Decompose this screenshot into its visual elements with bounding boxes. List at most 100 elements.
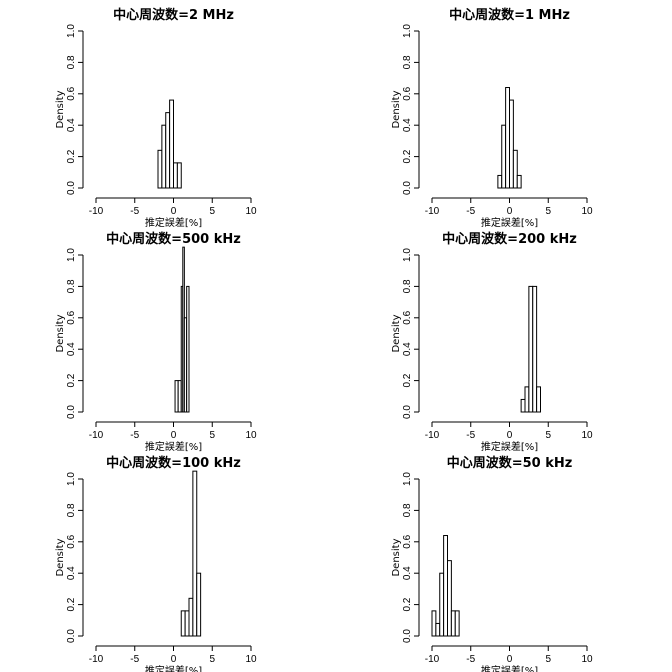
y-tick-label: 0.8 (66, 503, 77, 517)
y-tick-label: 0.4 (402, 566, 413, 580)
histogram-bar (450, 610, 456, 637)
x-axis-label: 推定誤差[%] (145, 216, 202, 229)
y-axis-label: Density (391, 538, 402, 576)
histogram-bar (169, 99, 174, 189)
histogram-bar (447, 560, 452, 637)
y-tick-label: 0.8 (402, 503, 413, 517)
x-tick-label: 5 (545, 206, 551, 217)
histogram-bar (528, 285, 534, 413)
y-tick-label: 0.6 (66, 310, 77, 324)
y-tick-label: 0.4 (66, 566, 77, 580)
histogram-bar (431, 610, 437, 637)
x-axis-label: 推定誤差[%] (481, 664, 538, 672)
panel-title: 中心周波数=200 kHz (442, 231, 577, 247)
x-tick-label: -10 (89, 654, 104, 665)
x-axis-label: 推定誤差[%] (481, 216, 538, 229)
x-tick-label: 0 (171, 654, 177, 665)
histogram-panel-1: 中心周波数=2 MHz -10 -5 0 5 10 推定誤差[%] 0.0 0.2 0.4 0.6 0… (55, 7, 257, 229)
histogram-bar (196, 572, 202, 637)
x-tick-label: 0 (507, 654, 513, 665)
x-tick-label: -5 (466, 654, 475, 665)
y-axis-label: Density (55, 538, 66, 576)
y-tick-label: 1.0 (66, 472, 77, 486)
x-tick-label: -10 (89, 430, 104, 441)
x-tick-label: -5 (466, 430, 475, 441)
x-tick-label: -10 (425, 206, 440, 217)
y-tick-label: 1.0 (402, 472, 413, 486)
histogram-bar (536, 386, 541, 413)
y-tick-label: 1.0 (66, 248, 77, 262)
x-axis-label: 推定誤差[%] (145, 664, 202, 672)
x-axis-label: 推定誤差[%] (145, 440, 202, 453)
histogram-bar (176, 162, 182, 189)
y-tick-label: 0.8 (66, 279, 77, 293)
y-tick-label: 1.0 (66, 24, 77, 38)
histogram-bar (532, 285, 538, 413)
histogram-panel-3: 中心周波数=500 kHz -10 -5 0 5 10 推定誤差[%] 0.0 0.2 0.4 0.… (55, 231, 257, 453)
histogram-bar (443, 535, 448, 637)
y-tick-label: 0.6 (66, 86, 77, 100)
x-tick-label: -5 (130, 430, 139, 441)
histogram-bar (165, 112, 171, 189)
y-tick-label: 0.2 (66, 149, 77, 163)
x-tick-label: 10 (581, 430, 593, 441)
y-tick-label: 1.0 (402, 248, 413, 262)
histogram-bar (512, 149, 518, 189)
histogram-bar (435, 622, 441, 637)
y-axis-label: Density (391, 90, 402, 128)
histogram-bar (192, 470, 198, 637)
x-tick-label: 0 (507, 430, 513, 441)
histogram-panel-2: 中心周波数=1 MHz -10 -5 0 5 10 推定誤差[%] 0.0 0.2 0.4 0.6 0… (391, 7, 593, 229)
histogram-bar (520, 398, 526, 413)
x-tick-label: 10 (581, 654, 593, 665)
histogram-bar (439, 572, 445, 637)
histogram-bar (454, 610, 460, 637)
histogram-bar (157, 149, 163, 189)
y-tick-label: 0.2 (402, 597, 413, 611)
y-tick-label: 0.8 (402, 279, 413, 293)
x-tick-label: 0 (171, 430, 177, 441)
x-tick-label: 5 (209, 206, 215, 217)
histogram-bar (501, 124, 507, 189)
y-tick-label: 0.4 (66, 342, 77, 356)
x-axis-label: 推定誤差[%] (481, 440, 538, 453)
panel-title: 中心周波数=2 MHz (113, 7, 234, 23)
panel-title: 中心周波数=100 kHz (106, 455, 241, 471)
y-tick-label: 0.8 (402, 55, 413, 69)
y-tick-label: 0.0 (402, 629, 413, 643)
x-tick-label: -10 (425, 654, 440, 665)
histogram-bar (509, 99, 514, 189)
y-axis-label: Density (55, 90, 66, 128)
x-tick-label: -5 (130, 206, 139, 217)
y-tick-label: 0.2 (402, 149, 413, 163)
y-tick-label: 0.8 (66, 55, 77, 69)
y-tick-label: 0.0 (66, 405, 77, 419)
histogram-panel-6: 中心周波数=50 kHz -10 -5 0 5 10 推定誤差[%] 0.0 0.2 0.4 0.6… (391, 455, 593, 672)
x-tick-label: 0 (507, 206, 513, 217)
x-tick-label: 5 (209, 430, 215, 441)
histogram-bar (505, 87, 510, 189)
histogram-bar (516, 174, 522, 189)
histogram-bar (524, 386, 530, 413)
x-tick-label: -5 (130, 654, 139, 665)
y-tick-label: 0.2 (66, 597, 77, 611)
histogram-panel-5: 中心周波数=100 kHz -10 -5 0 5 10 推定誤差[%] 0.0 0.2 0.4 0.… (55, 455, 257, 672)
y-axis-label: Density (391, 314, 402, 352)
y-tick-label: 0.4 (66, 118, 77, 132)
panel-title: 中心周波数=50 kHz (447, 455, 573, 471)
panel-title: 中心周波数=500 kHz (106, 231, 241, 247)
y-tick-label: 0.2 (402, 373, 413, 387)
y-tick-label: 0.6 (66, 534, 77, 548)
y-tick-label: 0.0 (66, 181, 77, 195)
y-tick-label: 0.4 (402, 118, 413, 132)
x-tick-label: -5 (466, 206, 475, 217)
panel-title: 中心周波数=1 MHz (449, 7, 570, 23)
histogram-bar (188, 597, 194, 637)
x-tick-label: 0 (171, 206, 177, 217)
histogram-bar (184, 610, 190, 637)
histogram-bar (173, 162, 178, 189)
y-tick-label: 0.0 (66, 629, 77, 643)
x-tick-label: -10 (89, 206, 104, 217)
y-tick-label: 0.6 (402, 86, 413, 100)
